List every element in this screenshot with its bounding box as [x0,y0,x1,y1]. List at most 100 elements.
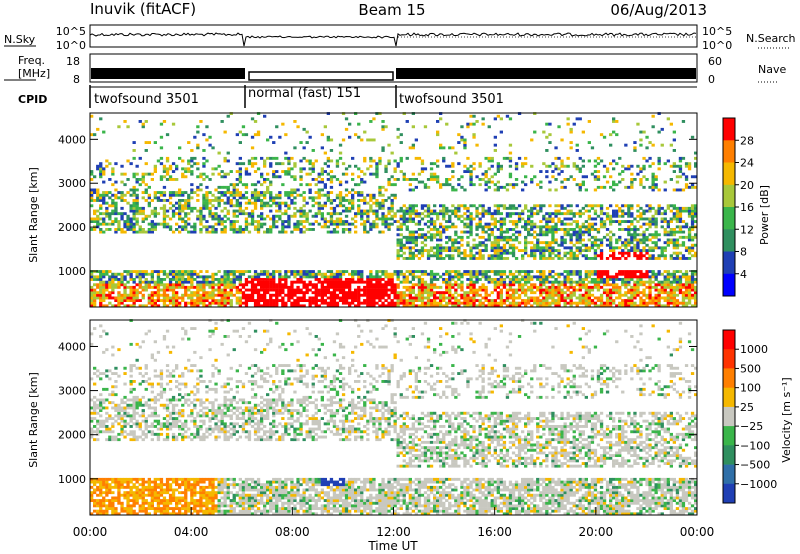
heatmap-cell [684,280,689,284]
heatmap-cell [466,283,470,287]
heatmap-cell [460,235,464,239]
heatmap-cell [551,238,555,242]
heatmap-cell [527,217,531,221]
heatmap-cell [159,193,164,197]
heatmap-cell [651,222,655,226]
heatmap-cell [396,275,400,279]
heatmap-cell [639,214,643,218]
heatmap-cell [651,172,655,176]
heatmap-cell [335,204,340,208]
heatmap-cell [399,241,403,245]
heatmap-cell [202,204,206,208]
heatmap-cell [502,230,507,234]
heatmap-cell [615,304,619,308]
heatmap-cell [171,170,176,173]
heatmap-cell [596,246,601,250]
heatmap-cell [102,220,106,223]
heatmap-cell [244,183,249,187]
heatmap-cell [426,185,431,189]
heatmap-cell [117,293,121,297]
heatmap-cell [162,285,167,289]
heatmap-cell [241,230,246,234]
heatmap-cell [281,183,285,187]
heatmap-cell [144,285,148,289]
heatmap-cell [241,291,246,295]
heatmap-cell [517,249,522,252]
heatmap-cell [105,285,109,289]
heatmap-cell [187,230,191,234]
heatmap-cell [681,301,686,305]
heatmap-cell [551,225,555,229]
heatmap-cell [162,212,167,216]
heatmap-cell [417,278,422,281]
heatmap-cell [502,249,507,252]
heatmap-cell [266,204,270,208]
heatmap-cell [599,278,604,281]
heatmap-cell [429,238,434,242]
heatmap-cell [572,233,576,237]
heatmap-cell [217,299,221,302]
heatmap-cell [630,301,634,305]
heatmap-cell [572,178,576,181]
heatmap-cell [645,257,649,260]
heatmap-cell [524,249,528,252]
heatmap-cell [253,183,258,187]
heatmap-cell [657,206,661,210]
heatmap-cell [448,209,452,213]
heatmap-cell [208,283,212,287]
heatmap-cell [256,167,261,171]
heatmap-cell [150,209,154,213]
heatmap-cell [663,241,667,245]
heatmap-cell [253,288,258,292]
heatmap-cell [563,217,567,221]
heatmap-cell [390,304,394,308]
heatmap-cell [627,275,631,279]
heatmap-cell [284,275,288,279]
heatmap-cell [490,304,494,308]
heatmap-cell [214,188,218,192]
heatmap-cell [117,125,121,129]
heatmap-cell [117,280,121,284]
heatmap-cell [451,146,455,150]
heatmap-cell [460,204,464,208]
heatmap-cell [551,170,555,173]
heatmap-cell [408,209,412,213]
heatmap-cell [293,164,297,168]
heatmap-cell [596,275,601,279]
heatmap-cell [472,285,476,289]
heatmap-cell [196,296,200,300]
heatmap-cell [241,270,246,273]
heatmap-cell [636,233,640,237]
heatmap-cell [593,235,598,239]
heatmap-cell [642,293,646,297]
heatmap-cell [618,222,622,226]
heatmap-cell [612,214,616,218]
heatmap-cell [536,249,540,252]
heatmap-cell [660,272,664,276]
heatmap-cell [317,270,321,273]
heatmap-cell [175,270,179,273]
heatmap-cell [636,257,640,260]
heatmap-cell [132,193,136,197]
heatmap-cell [615,291,619,295]
heatmap-cell [578,212,582,216]
heatmap-cell [344,222,349,226]
heatmap-cell [575,225,579,229]
heatmap-cell [487,180,491,184]
heatmap-cell [657,112,661,115]
heatmap-cell [253,191,258,194]
heatmap-cell [648,185,652,189]
heatmap-cell [217,291,221,295]
heatmap-cell [593,209,598,213]
heatmap-cell [536,225,540,229]
heatmap-cell [229,301,233,305]
freq-label-line2: [MHz] [18,67,50,80]
heatmap-cell [557,204,561,208]
heatmap-cell [511,283,516,287]
heatmap-cell [102,193,106,197]
heatmap-cell [511,272,516,276]
heatmap-cell [305,272,309,276]
heatmap-cell [496,296,500,300]
heatmap-cell [399,159,403,163]
heatmap-cell [351,222,355,226]
